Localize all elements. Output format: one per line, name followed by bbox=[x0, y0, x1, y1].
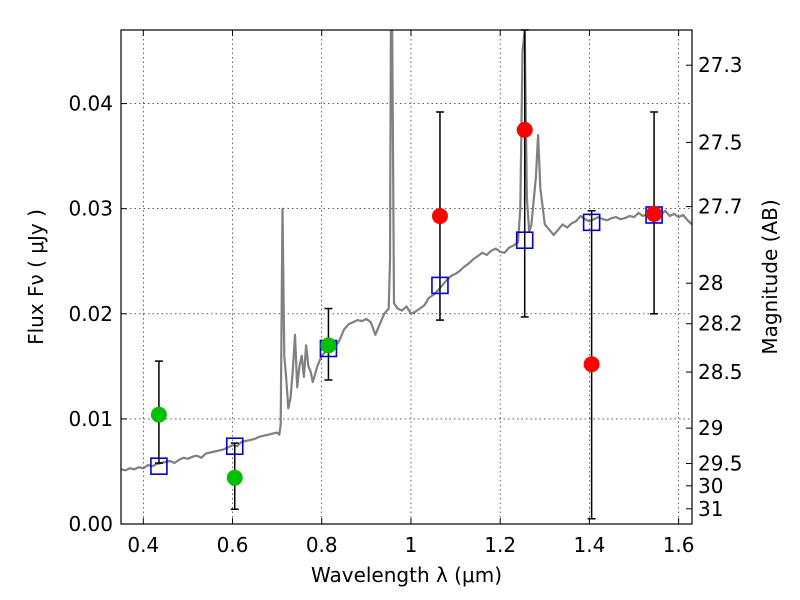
y2-tick-label: 27.7 bbox=[698, 195, 743, 219]
y2-tick-label: 28 bbox=[698, 271, 723, 295]
y-tick-label: 0.01 bbox=[68, 407, 113, 431]
y2-tick-label: 27.5 bbox=[698, 130, 743, 154]
x-tick-label: 1.2 bbox=[484, 533, 516, 557]
model-spectrum-line bbox=[121, 30, 692, 472]
y2-axis-label: Magnitude (AB) bbox=[758, 199, 782, 354]
model-photometry-point bbox=[515, 231, 534, 250]
model-photometry-point bbox=[225, 437, 244, 456]
x-tick-label: 0.8 bbox=[306, 533, 338, 557]
x-tick-label: 1.4 bbox=[573, 533, 605, 557]
model-spectrum-layer bbox=[121, 30, 692, 472]
y-axis-label: Flux Fν ( μJy ) bbox=[24, 209, 48, 345]
plot-frame bbox=[120, 29, 693, 525]
y2-tick-label: 29.5 bbox=[698, 452, 743, 476]
x-tick-label: 0.6 bbox=[217, 533, 249, 557]
x-tick-label: 1.6 bbox=[663, 533, 695, 557]
observed-flux-point bbox=[646, 205, 663, 222]
x-tick-label: 0.4 bbox=[127, 533, 159, 557]
grid bbox=[121, 30, 692, 525]
x-ticks: 0.4 0.6 0.8 1 1.2 1.4 1.6 bbox=[127, 30, 695, 557]
y2-tick-label: 27.3 bbox=[698, 53, 743, 77]
observed-flux-point bbox=[320, 337, 337, 354]
model-photometry-point bbox=[431, 276, 449, 295]
y-tick-label: 0.04 bbox=[68, 92, 113, 116]
y2-tick-label: 28.2 bbox=[698, 312, 743, 336]
x-axis-label: Wavelength λ (μm) bbox=[311, 563, 502, 587]
observed-flux-point bbox=[431, 208, 448, 225]
observed-flux-point bbox=[150, 406, 167, 423]
y2-tick-label: 31 bbox=[698, 497, 723, 521]
model-photometry-point bbox=[150, 457, 168, 475]
observed-flux-point bbox=[516, 121, 533, 138]
model-photometry-point bbox=[582, 213, 601, 232]
y2-tick-label: 28.5 bbox=[698, 360, 743, 384]
y-tick-label: 0.03 bbox=[68, 197, 113, 221]
y-tick-label: 0.00 bbox=[68, 512, 113, 536]
y2-tick-label: 30 bbox=[698, 474, 723, 498]
observed-flux-point bbox=[583, 356, 600, 373]
y-tick-label: 0.02 bbox=[68, 302, 113, 326]
data-points-layer bbox=[150, 121, 663, 486]
y2-tick-label: 29 bbox=[698, 416, 723, 440]
x-tick-label: 1 bbox=[405, 533, 418, 557]
y-ticks: 0.00 0.01 0.02 0.03 0.04 bbox=[68, 92, 127, 536]
observed-flux-point bbox=[226, 469, 243, 486]
